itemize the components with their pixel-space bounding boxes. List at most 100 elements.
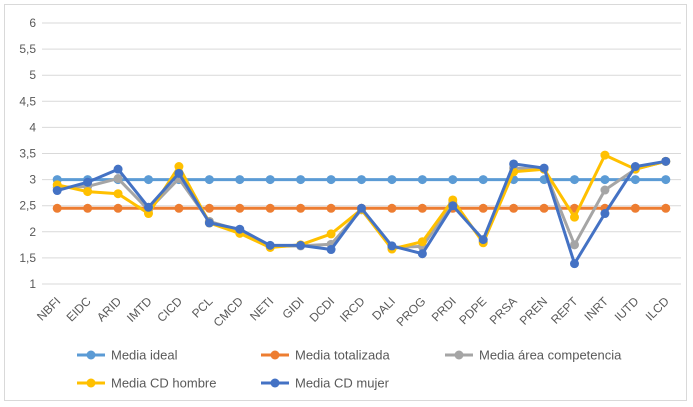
y-tick-label: 6 xyxy=(29,16,36,30)
x-tick-label: PROG xyxy=(394,294,429,329)
data-point xyxy=(357,175,366,185)
data-point xyxy=(326,245,336,255)
data-point xyxy=(326,203,336,213)
series-4 xyxy=(52,156,671,269)
y-tick-label: 1,5 xyxy=(19,251,36,265)
y-tick-label: 1 xyxy=(29,277,36,291)
data-point xyxy=(296,203,306,213)
data-point xyxy=(235,224,245,234)
x-tick-label: NETI xyxy=(247,294,276,323)
data-point xyxy=(113,164,123,174)
data-point xyxy=(326,229,336,239)
x-tick-label: PDPE xyxy=(456,294,489,327)
legend-item: Media ideal xyxy=(77,348,178,363)
data-point xyxy=(387,241,397,251)
x-tick-label: INRT xyxy=(582,294,612,324)
data-point xyxy=(539,163,549,173)
y-tick-label: 2 xyxy=(29,225,36,239)
legend-item: Media CD hombre xyxy=(77,376,217,391)
y-tick-label: 4,5 xyxy=(19,94,36,108)
data-point xyxy=(52,186,62,196)
x-tick-label: EIDC xyxy=(64,294,94,324)
series-lines xyxy=(52,150,671,269)
data-point xyxy=(448,201,458,211)
chart-frame: 1 1,5 2 2,5 3 3,5 4 4,5 5 5,5 6 NBFI EIDC ARID IMTD CI… xyxy=(4,4,687,401)
data-point xyxy=(387,175,397,185)
y-tick-label: 3 xyxy=(29,173,36,187)
x-tick-label: ILCD xyxy=(643,294,672,323)
series-line xyxy=(56,153,667,251)
data-point xyxy=(83,177,93,187)
data-point xyxy=(174,162,184,172)
data-point xyxy=(448,175,458,185)
data-point xyxy=(600,150,610,160)
data-point xyxy=(265,240,275,250)
data-point xyxy=(417,237,427,247)
y-tick-label: 3,5 xyxy=(19,147,36,161)
legend-item: Media área competencia xyxy=(445,348,622,363)
data-point xyxy=(296,175,306,185)
y-tick-label: 2,5 xyxy=(19,199,36,213)
y-tick-label: 5 xyxy=(29,68,36,82)
data-point xyxy=(539,203,549,213)
x-tick-label: IRCD xyxy=(337,294,368,325)
data-point xyxy=(296,240,306,250)
legend-label: Media área competencia xyxy=(479,348,622,363)
data-point xyxy=(600,209,610,219)
x-tick-label: IUTD xyxy=(612,294,642,324)
x-tick-label: CMCD xyxy=(211,294,247,330)
data-point xyxy=(661,175,671,185)
x-tick-label: NBFI xyxy=(34,294,63,323)
data-point xyxy=(83,203,93,213)
legend-label: Media totalizada xyxy=(295,348,390,363)
data-point xyxy=(326,175,336,185)
data-point xyxy=(235,175,245,185)
x-tick-label: PCL xyxy=(189,294,216,321)
data-point xyxy=(174,168,184,178)
data-point xyxy=(417,203,427,213)
legend-item: Media totalizada xyxy=(261,348,390,363)
series-0 xyxy=(52,175,671,185)
data-point xyxy=(417,249,427,259)
data-point xyxy=(630,175,640,185)
data-point xyxy=(83,187,93,197)
data-point xyxy=(144,175,153,185)
x-tick-label: REPT xyxy=(548,294,581,327)
data-point xyxy=(661,203,671,213)
y-tick-label: 4 xyxy=(29,120,36,134)
x-tick-label: GIDI xyxy=(279,294,306,321)
data-point xyxy=(113,189,123,199)
data-point xyxy=(417,175,427,185)
x-tick-label: CICD xyxy=(154,294,185,325)
data-point xyxy=(387,203,397,213)
data-point xyxy=(174,203,184,213)
data-point xyxy=(509,159,519,169)
data-point xyxy=(265,175,275,185)
data-point xyxy=(144,209,153,219)
data-point xyxy=(478,235,488,245)
data-point xyxy=(570,175,579,185)
data-point xyxy=(113,174,123,184)
x-tick-label: IMTD xyxy=(124,294,155,325)
data-point xyxy=(52,203,62,213)
data-point xyxy=(357,203,366,213)
data-point xyxy=(570,259,579,269)
data-point xyxy=(144,202,153,212)
data-point xyxy=(113,203,123,213)
data-point xyxy=(661,156,671,166)
data-point xyxy=(570,212,579,222)
x-tick-label: PRSA xyxy=(487,294,520,327)
legend: Media ideal Media totalizada Media área co… xyxy=(77,348,622,391)
data-point xyxy=(630,162,640,172)
legend-swatch-marker xyxy=(270,378,280,388)
x-tick-label: DCDI xyxy=(307,294,338,325)
data-point xyxy=(204,175,214,185)
y-tick-label: 5,5 xyxy=(19,42,36,56)
line-chart: 1 1,5 2 2,5 3 3,5 4 4,5 5 5,5 6 NBFI EIDC ARID IMTD CI… xyxy=(19,16,681,391)
legend-label: Media CD hombre xyxy=(111,376,217,391)
data-point xyxy=(265,203,275,213)
legend-swatch-marker xyxy=(86,378,96,388)
legend-swatch-marker xyxy=(270,350,280,360)
x-tick-label: PRDI xyxy=(429,294,459,324)
legend-swatch-marker xyxy=(86,350,96,360)
